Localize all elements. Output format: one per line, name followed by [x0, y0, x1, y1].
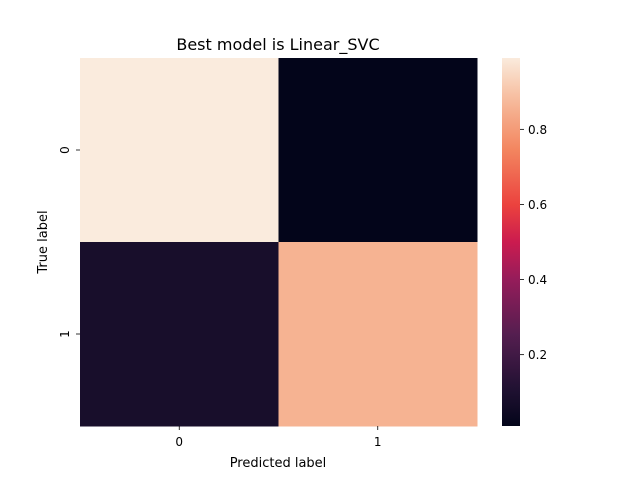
colorbar: 0.2 0.4 0.6 0.8: [502, 58, 547, 426]
heatmap-cell-0-1: [278, 58, 478, 243]
colorbar-tick-label-1: 0.4: [528, 273, 547, 287]
heatmap-cell-0-0: [80, 58, 279, 243]
y-tick-label-1: 1: [58, 330, 72, 338]
heatmap-cells: [80, 58, 478, 427]
x-axis-label: Predicted label: [230, 456, 327, 471]
y-tick-label-0: 0: [58, 146, 72, 154]
heatmap-cell-1-0: [80, 242, 279, 427]
y-axis-ticks: 01: [58, 146, 80, 338]
colorbar-tick-label-2: 0.6: [528, 198, 547, 212]
x-tick-label-0: 0: [175, 435, 183, 449]
y-axis-label: True label: [36, 210, 51, 274]
colorbar-gradient: [502, 58, 520, 426]
x-tick-label-1: 1: [374, 435, 382, 449]
colorbar-ticks: 0.2 0.4 0.6 0.8: [520, 123, 547, 362]
heatmap-cell-1-1: [278, 242, 478, 427]
chart-title: Best model is Linear_SVC: [176, 35, 379, 55]
colorbar-tick-label-3: 0.8: [528, 123, 547, 137]
colorbar-tick-label-0: 0.2: [528, 348, 547, 362]
